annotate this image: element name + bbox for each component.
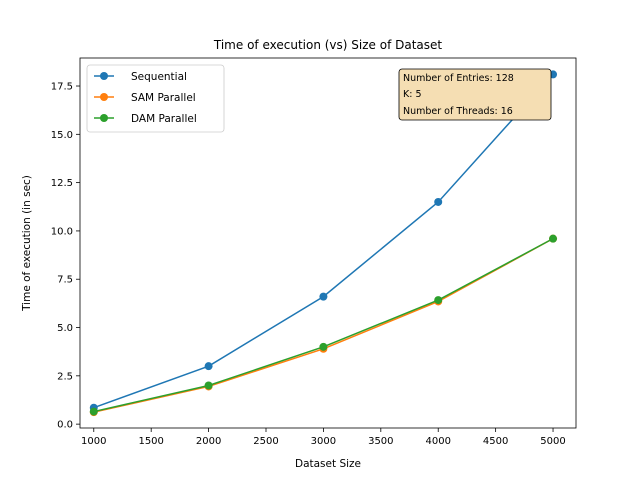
annotation-box: Number of Entries: 128 K: 5 Number of Th… <box>398 68 552 121</box>
y-tick-label: 17.5 <box>51 82 73 93</box>
legend-marker-sequential <box>100 72 108 80</box>
y-tick-label: 0.0 <box>57 420 73 431</box>
data-point-sequential <box>319 292 328 301</box>
legend-entry-sequential: Sequential <box>94 71 187 83</box>
legend-marker-sam-parallel <box>100 93 108 101</box>
y-tick-label: 5.0 <box>57 323 73 334</box>
data-point-dam-parallel <box>89 407 98 416</box>
x-tick-label: 3500 <box>368 436 393 447</box>
data-point-dam-parallel <box>549 234 558 243</box>
x-axis-ticks: 1000 1500 2000 2500 3000 3500 4000 4500 5000 <box>81 428 566 447</box>
legend-label-sequential: Sequential <box>131 71 187 83</box>
chart-title: Time of execution (vs) Size of Dataset <box>213 38 443 52</box>
legend-label-sam-parallel: SAM Parallel <box>131 92 196 104</box>
data-point-dam-parallel <box>319 342 328 351</box>
x-tick-label: 3000 <box>311 436 336 447</box>
data-point-dam-parallel <box>204 381 213 390</box>
series-layer <box>89 70 558 417</box>
y-tick-label: 7.5 <box>57 275 73 286</box>
legend-entry-sam-parallel: SAM Parallel <box>94 92 196 104</box>
y-tick-label: 12.5 <box>51 178 73 189</box>
legend: Sequential SAM Parallel DAM Parallel <box>86 64 225 133</box>
x-tick-label: 4500 <box>483 436 508 447</box>
legend-entry-dam-parallel: DAM Parallel <box>94 113 197 125</box>
data-point-sequential <box>434 197 443 206</box>
x-tick-label: 1000 <box>81 436 106 447</box>
x-tick-label: 1500 <box>138 436 163 447</box>
plot-frame <box>79 57 577 429</box>
x-tick-label: 4000 <box>425 436 450 447</box>
y-tick-label: 15.0 <box>51 130 73 141</box>
y-axis-ticks: 0.0 2.5 5.0 7.5 10.0 12.5 15.0 17.5 <box>51 82 80 431</box>
data-point-dam-parallel <box>434 296 443 305</box>
x-tick-label: 2000 <box>196 436 221 447</box>
y-axis-label: Time of execution (in sec) <box>21 175 33 312</box>
x-tick-label: 2500 <box>253 436 278 447</box>
x-tick-label: 5000 <box>540 436 565 447</box>
y-tick-label: 10.0 <box>51 226 73 237</box>
y-tick-label: 2.5 <box>57 371 73 382</box>
legend-marker-dam-parallel <box>100 114 108 122</box>
annotation-line-entries: Number of Entries: 128 <box>403 73 514 84</box>
annotation-background <box>398 68 552 121</box>
annotation-line-k: K: 5 <box>403 89 422 100</box>
data-point-sequential <box>204 362 213 371</box>
x-axis-label: Dataset Size <box>295 458 361 470</box>
legend-label-dam-parallel: DAM Parallel <box>131 113 197 125</box>
annotation-line-threads: Number of Threads: 16 <box>403 106 513 117</box>
legend-box <box>86 64 225 133</box>
